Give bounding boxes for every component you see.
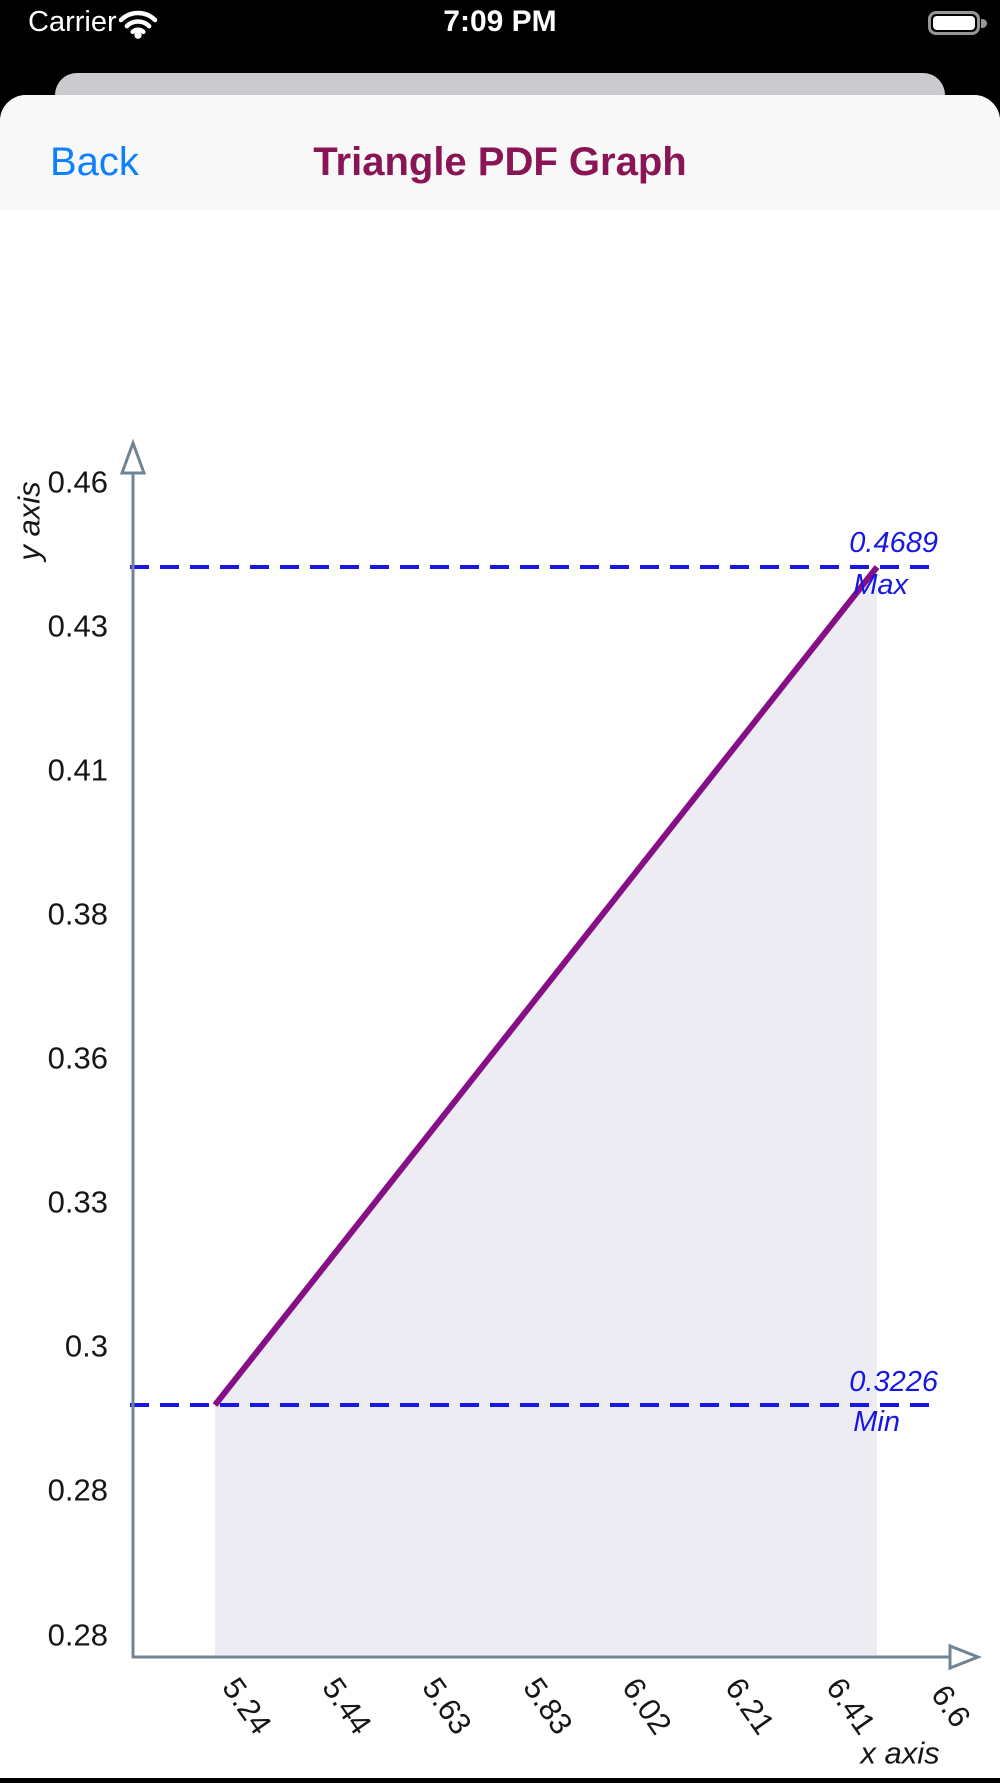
- page-title: Triangle PDF Graph: [313, 139, 687, 184]
- x-tick: 5.83: [516, 1671, 579, 1741]
- battery-tip-icon: [981, 19, 987, 28]
- pdf-line: [212, 565, 880, 1407]
- max-value-label: 0.4689: [849, 527, 938, 559]
- status-time: 7:09 PM: [443, 5, 557, 38]
- y-tick: 0.36: [48, 1041, 108, 1076]
- pdf-area-fill: [215, 567, 877, 1655]
- triangle-pdf-chart: 0.46 0.43 0.41 0.38 0.36 0.33 0.3 0.28 0…: [0, 210, 1000, 1778]
- y-axis-arrow-icon: [119, 438, 147, 475]
- y-tick: 0.28: [48, 1618, 108, 1653]
- x-tick: 5.44: [315, 1671, 378, 1741]
- y-axis-label: y axis: [12, 481, 47, 562]
- navigation-bar: Back Triangle PDF Graph: [0, 95, 1000, 231]
- y-tick: 0.28: [48, 1473, 108, 1508]
- status-bar: Carrier 7:09 PM: [0, 0, 1000, 73]
- x-tick: 6.02: [615, 1671, 678, 1741]
- wifi-icon: [118, 9, 158, 44]
- min-value-label: 0.3226: [849, 1366, 939, 1398]
- y-tick: 0.43: [48, 609, 108, 644]
- y-tick: 0.46: [48, 465, 108, 500]
- y-tick: 0.41: [48, 753, 108, 788]
- x-axis-label: x axis: [858, 1736, 939, 1771]
- y-tick: 0.3: [65, 1329, 108, 1364]
- carrier-label: Carrier: [28, 6, 117, 38]
- battery-icon: [928, 11, 980, 35]
- x-axis-arrow-icon: [948, 1643, 983, 1671]
- max-name-label: Max: [853, 569, 909, 601]
- chart-canvas: 0.46 0.43 0.41 0.38 0.36 0.33 0.3 0.28 0…: [12, 438, 983, 1771]
- back-button[interactable]: Back: [50, 139, 139, 184]
- x-tick: 6.41: [819, 1671, 882, 1741]
- x-tick: 5.24: [215, 1671, 278, 1741]
- x-tick: 6.21: [718, 1671, 781, 1741]
- min-name-label: Min: [853, 1406, 900, 1438]
- y-tick: 0.33: [48, 1185, 108, 1220]
- x-tick: 5.63: [415, 1671, 478, 1741]
- x-tick: 6.6: [924, 1678, 977, 1733]
- y-tick: 0.38: [48, 897, 108, 932]
